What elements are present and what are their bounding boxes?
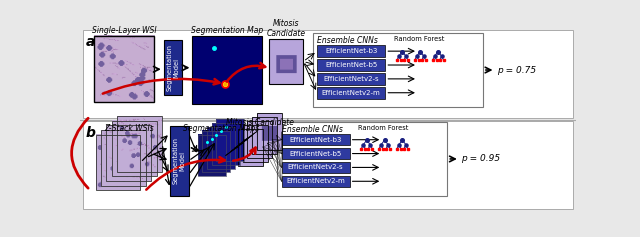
Text: a: a <box>85 35 95 49</box>
Bar <box>106 125 151 181</box>
Text: EfficientNet-b3: EfficientNet-b3 <box>289 137 342 143</box>
Text: EfficientNet-b5: EfficientNet-b5 <box>325 62 378 68</box>
Bar <box>243 125 268 162</box>
Text: p = 0.75: p = 0.75 <box>497 65 536 74</box>
Bar <box>216 119 244 161</box>
Text: Mitosis
Candidate: Mitosis Candidate <box>267 19 306 38</box>
Bar <box>112 121 157 176</box>
Text: Single-Layer WSI: Single-Layer WSI <box>92 26 157 35</box>
Text: EfficientNetv2-m: EfficientNetv2-m <box>286 178 345 184</box>
Bar <box>282 176 349 187</box>
Text: Mitosis Candidate: Mitosis Candidate <box>226 118 294 127</box>
Text: Segmentation
Model: Segmentation Model <box>173 137 186 184</box>
Bar <box>317 45 385 57</box>
Bar <box>83 121 573 210</box>
Bar <box>317 87 385 99</box>
Bar <box>282 148 349 159</box>
Bar <box>198 135 226 176</box>
Bar <box>248 121 272 158</box>
Text: Ensemble CNNs: Ensemble CNNs <box>282 125 342 134</box>
Bar <box>207 127 235 169</box>
Bar <box>193 36 262 104</box>
Text: p = 0.95: p = 0.95 <box>461 155 500 164</box>
Text: Ensemble CNNs: Ensemble CNNs <box>317 36 378 45</box>
Text: Z-Stack WSIs: Z-Stack WSIs <box>104 124 154 133</box>
Text: Segmentation
Model: Segmentation Model <box>166 44 179 91</box>
Bar <box>202 131 230 173</box>
Text: Random Forest: Random Forest <box>358 125 408 131</box>
Bar <box>101 130 146 186</box>
Text: EfficientNetv2-s: EfficientNetv2-s <box>288 164 344 170</box>
Bar <box>95 135 140 190</box>
Text: EfficientNetv2-m: EfficientNetv2-m <box>322 90 381 96</box>
Bar <box>317 73 385 85</box>
Bar <box>282 134 349 146</box>
Bar <box>269 39 303 84</box>
Bar <box>252 117 277 154</box>
Bar <box>83 30 573 118</box>
Bar <box>117 116 162 172</box>
Bar <box>312 33 483 107</box>
Bar <box>238 128 263 165</box>
Text: EfficientNet-b5: EfficientNet-b5 <box>289 150 342 157</box>
Bar <box>212 123 239 165</box>
Bar <box>257 113 282 150</box>
Bar <box>94 36 154 102</box>
Bar <box>317 59 385 71</box>
Bar <box>164 40 182 96</box>
Text: Segmentation Maps: Segmentation Maps <box>183 124 259 133</box>
Text: Segmentation Map: Segmentation Map <box>191 26 264 35</box>
Text: b: b <box>85 126 95 140</box>
Text: EfficientNet-b3: EfficientNet-b3 <box>325 48 378 54</box>
Text: Random Forest: Random Forest <box>394 36 444 42</box>
Bar <box>277 122 447 196</box>
Bar <box>282 162 349 173</box>
Text: EfficientNetv2-s: EfficientNetv2-s <box>323 76 379 82</box>
Bar <box>170 126 189 196</box>
